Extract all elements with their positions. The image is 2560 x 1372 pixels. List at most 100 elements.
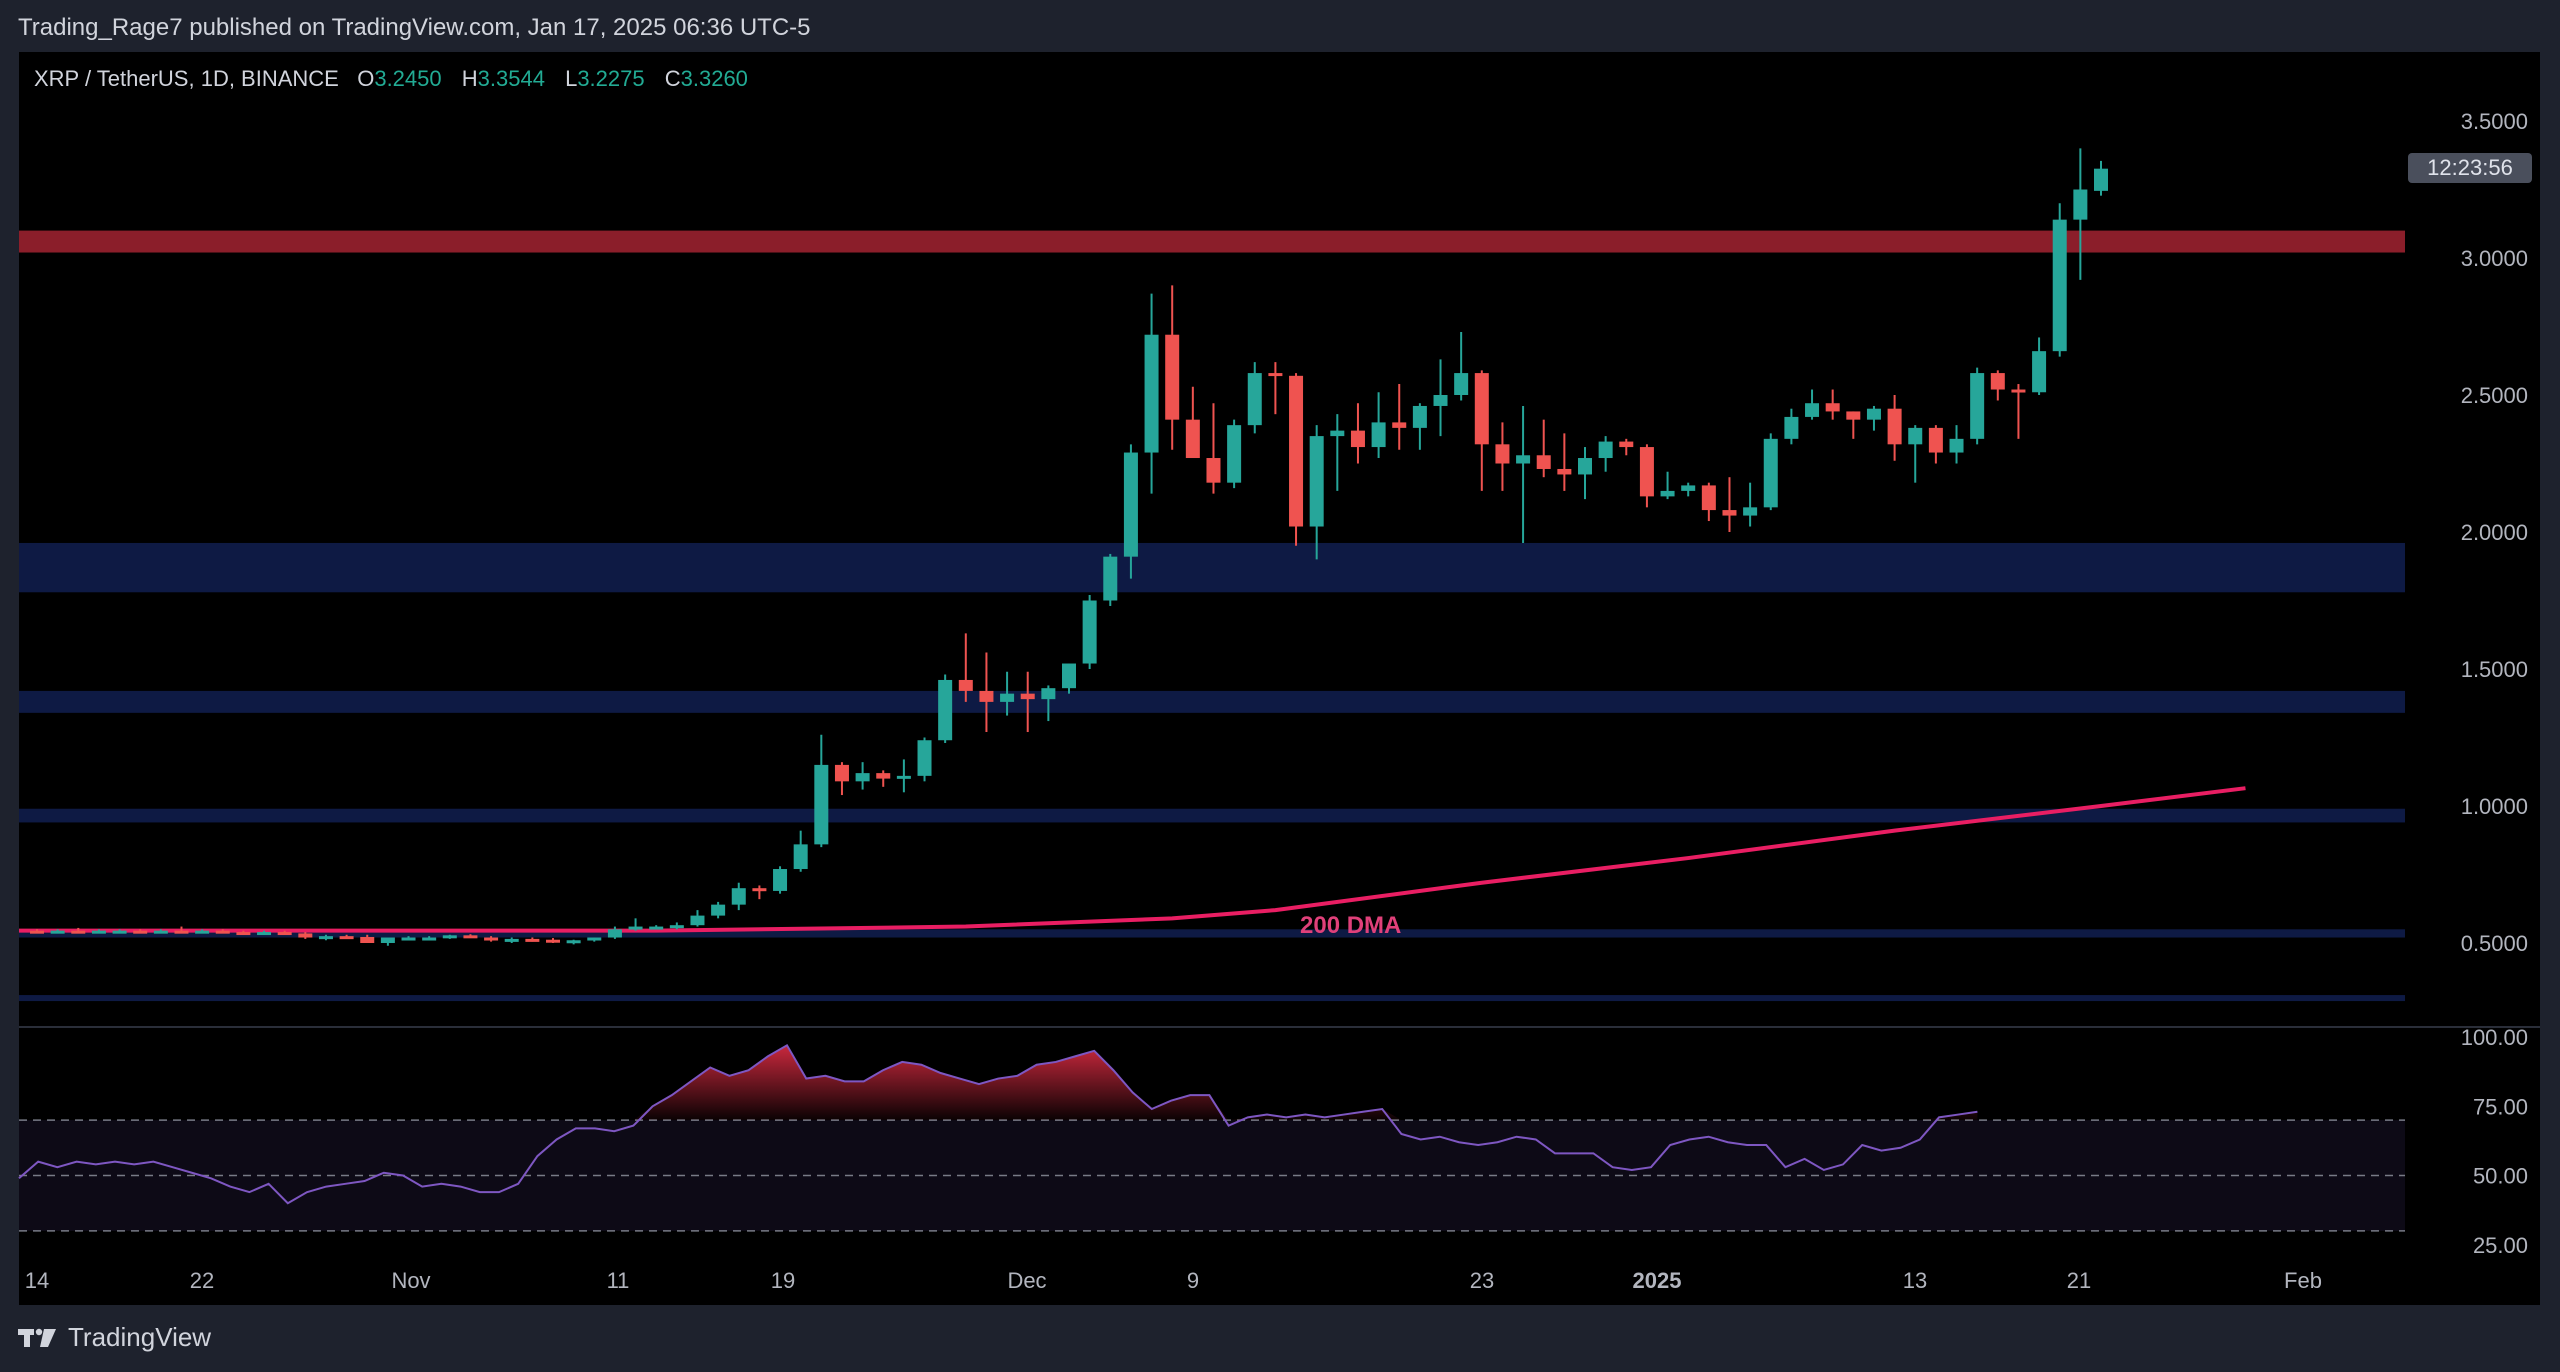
candle-down[interactable]	[1185, 419, 1200, 459]
candle-down[interactable]	[1619, 441, 1634, 448]
candle-down[interactable]	[1536, 455, 1551, 469]
candle-down[interactable]	[1557, 468, 1572, 475]
candle-down[interactable]	[1392, 422, 1407, 428]
candle-down[interactable]	[1020, 693, 1035, 700]
candle-up[interactable]	[1041, 688, 1056, 700]
candle-down[interactable]	[298, 933, 313, 938]
candle-up[interactable]	[1805, 403, 1820, 417]
rsi-line[interactable]	[18, 1043, 1978, 1205]
candle-up[interactable]	[2094, 168, 2108, 191]
candle-down[interactable]	[1289, 375, 1304, 527]
candle-down[interactable]	[834, 764, 849, 782]
candle-up[interactable]	[1433, 395, 1448, 406]
candle-down[interactable]	[1268, 373, 1283, 377]
support-5-zone[interactable]	[19, 995, 2405, 1002]
candle-up[interactable]	[1144, 334, 1159, 453]
candle-up[interactable]	[1763, 438, 1778, 508]
candle-up[interactable]	[2052, 219, 2067, 352]
candle-up[interactable]	[1000, 693, 1015, 702]
candle-up[interactable]	[1062, 663, 1076, 689]
candle-down[interactable]	[1474, 373, 1489, 445]
candle-down[interactable]	[236, 932, 251, 936]
candle-down[interactable]	[215, 930, 230, 934]
candle-down[interactable]	[1846, 411, 1861, 420]
candle-up[interactable]	[1578, 458, 1592, 475]
candle-up[interactable]	[566, 940, 581, 944]
candle-up[interactable]	[793, 844, 808, 870]
candle-down[interactable]	[876, 773, 891, 779]
candle-up[interactable]	[1970, 373, 1985, 439]
candle-up[interactable]	[401, 937, 416, 941]
candle-down[interactable]	[339, 936, 354, 940]
candle-down[interactable]	[752, 888, 767, 892]
candle-up[interactable]	[628, 926, 643, 930]
candle-down[interactable]	[1990, 373, 2005, 390]
candle-down[interactable]	[2011, 389, 2026, 393]
candle-up[interactable]	[1103, 556, 1118, 601]
candle-up[interactable]	[1412, 405, 1427, 428]
candle-down[interactable]	[133, 930, 148, 934]
candle-up[interactable]	[690, 915, 705, 926]
dma-200-line[interactable]	[19, 786, 2246, 933]
candle-up[interactable]	[112, 930, 127, 934]
candle-up[interactable]	[587, 937, 602, 941]
chart-frame[interactable]	[19, 52, 2540, 1305]
candle-up[interactable]	[1681, 485, 1696, 491]
candle-down[interactable]	[1165, 334, 1180, 420]
candle-up[interactable]	[669, 925, 684, 929]
resistance-zone[interactable]	[19, 230, 2405, 253]
support-1-zone[interactable]	[19, 542, 2405, 593]
candle-down[interactable]	[979, 690, 994, 702]
support-3-zone[interactable]	[19, 808, 2405, 823]
candle-up[interactable]	[2032, 351, 2047, 393]
candle-down[interactable]	[525, 938, 540, 942]
candle-down[interactable]	[1825, 403, 1840, 412]
tradingview-brand[interactable]: TradingView	[68, 1322, 212, 1352]
candle-up[interactable]	[1454, 373, 1469, 395]
candle-up[interactable]	[649, 926, 664, 930]
candle-up[interactable]	[422, 937, 437, 941]
candle-up[interactable]	[380, 937, 395, 943]
candle-up[interactable]	[257, 932, 272, 936]
candle-up[interactable]	[153, 930, 168, 934]
candle-down[interactable]	[1639, 447, 1654, 497]
candle-up[interactable]	[731, 888, 746, 905]
candle-down[interactable]	[546, 939, 560, 943]
candle-down[interactable]	[463, 935, 478, 939]
candle-down[interactable]	[360, 936, 375, 943]
candle-up[interactable]	[2073, 189, 2088, 220]
candle-up[interactable]	[917, 740, 932, 776]
candle-down[interactable]	[1206, 458, 1221, 483]
candle-up[interactable]	[773, 869, 788, 891]
candle-up[interactable]	[607, 929, 622, 938]
candle-down[interactable]	[1722, 510, 1737, 516]
candle-down[interactable]	[1701, 485, 1716, 511]
candle-up[interactable]	[814, 764, 829, 845]
candle-up[interactable]	[504, 938, 519, 942]
candle-up[interactable]	[318, 936, 333, 940]
candle-up[interactable]	[1784, 416, 1799, 439]
candle-down[interactable]	[958, 679, 973, 691]
candle-down[interactable]	[277, 932, 292, 936]
candle-up[interactable]	[195, 930, 210, 934]
candle-up[interactable]	[1247, 373, 1262, 426]
candle-up[interactable]	[1743, 507, 1758, 516]
candle-up[interactable]	[50, 930, 65, 934]
candle-up[interactable]	[1660, 490, 1675, 497]
candle-down[interactable]	[1350, 430, 1365, 448]
symbol-label[interactable]: XRP / TetherUS, 1D, BINANCE	[34, 66, 339, 91]
candle-up[interactable]	[1516, 455, 1531, 464]
candle-down[interactable]	[1495, 444, 1510, 464]
candle-down[interactable]	[71, 930, 86, 934]
candle-up[interactable]	[1598, 441, 1613, 459]
candle-up[interactable]	[711, 904, 726, 916]
candle-up[interactable]	[1082, 600, 1097, 664]
support-4-zone[interactable]	[19, 929, 2405, 938]
candle-up[interactable]	[1123, 452, 1138, 557]
candle-down[interactable]	[1928, 427, 1943, 453]
candle-up[interactable]	[1866, 408, 1881, 420]
candle-up[interactable]	[938, 679, 953, 741]
candle-up[interactable]	[896, 775, 911, 779]
candle-down[interactable]	[1887, 408, 1902, 445]
